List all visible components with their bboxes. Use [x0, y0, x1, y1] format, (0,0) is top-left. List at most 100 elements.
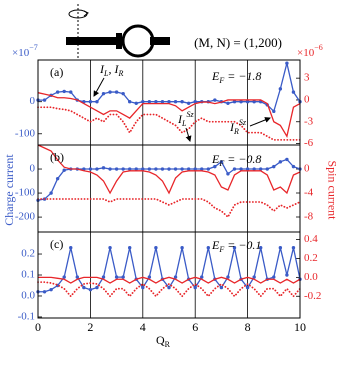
y2-tick-label: 0 — [304, 93, 310, 105]
marker — [167, 167, 171, 171]
annotation-part: F — [218, 159, 224, 168]
x-tick-label: 8 — [245, 320, 251, 334]
charge-axis-label: Charge current — [2, 154, 16, 226]
marker — [232, 99, 237, 104]
annotation: EF = −1.8 — [211, 69, 261, 86]
marker — [69, 90, 73, 94]
marker — [88, 99, 93, 104]
y-tick-label: 0 — [30, 95, 36, 107]
y2-tick-label: -3 — [304, 115, 314, 127]
marker — [272, 275, 276, 279]
marker — [193, 285, 197, 290]
marker — [75, 275, 80, 279]
marker — [226, 172, 230, 176]
y2-tick-label: 0.0 — [304, 271, 318, 283]
charge-scale-exp: −7 — [29, 43, 38, 52]
marker — [62, 89, 66, 94]
x-label-sub: R — [165, 340, 171, 349]
annotation: IL, IR — [99, 62, 123, 79]
panel-label: (a) — [50, 65, 63, 79]
marker — [49, 191, 53, 195]
marker — [160, 167, 165, 171]
marker — [88, 287, 93, 292]
annotation-part: , I — [108, 62, 119, 76]
annotation: EF = −0.1 — [211, 238, 261, 255]
marker — [154, 99, 158, 104]
marker — [252, 99, 256, 104]
marker — [278, 160, 283, 164]
annotation-part: = −0.8 — [224, 152, 261, 166]
marker — [101, 275, 106, 279]
marker — [265, 167, 269, 171]
line — [38, 276, 301, 284]
marker — [147, 275, 152, 279]
spin-scale: ×10−6 — [297, 43, 323, 58]
marker — [154, 167, 158, 171]
y2-tick-label: 3 — [304, 72, 310, 84]
marker — [147, 99, 152, 104]
marker — [82, 167, 86, 171]
marker — [114, 167, 119, 171]
marker — [186, 101, 191, 106]
device-icon — [66, 4, 170, 58]
spin-scale-exp: −6 — [314, 43, 323, 52]
marker — [173, 167, 178, 171]
marker — [206, 167, 210, 171]
marker — [219, 285, 224, 290]
y-tick-label: -200 — [15, 211, 36, 223]
marker — [285, 157, 289, 162]
marker — [180, 167, 184, 171]
marker — [200, 275, 204, 279]
marker — [108, 90, 112, 94]
marker — [121, 167, 125, 171]
y2-tick-label: -8 — [304, 211, 314, 223]
marker — [278, 246, 283, 250]
marker — [252, 167, 256, 171]
marker — [226, 101, 230, 106]
marker — [121, 275, 125, 279]
marker — [232, 167, 237, 171]
annotation-part: L — [103, 69, 109, 78]
annotation-part: R — [117, 69, 123, 78]
marker — [239, 99, 243, 104]
annotation-arrow — [185, 127, 192, 142]
y-tick-label: 0.0 — [21, 290, 35, 302]
panel-label: (c) — [50, 237, 63, 251]
marker — [186, 167, 191, 171]
marker — [193, 99, 197, 104]
marker — [95, 167, 99, 171]
marker — [49, 287, 53, 292]
annotation-part: E — [211, 238, 220, 252]
marker — [200, 167, 204, 171]
marker — [108, 167, 112, 171]
x-axis-label: QR — [156, 333, 171, 350]
x-tick-label: 6 — [192, 320, 198, 334]
marker — [272, 109, 276, 114]
marker — [239, 167, 243, 171]
marker — [128, 99, 132, 104]
marker — [245, 167, 250, 171]
marker — [62, 275, 66, 279]
marker — [62, 168, 66, 172]
annotation: EF = −0.8 — [211, 152, 261, 169]
marker — [160, 99, 165, 104]
marker — [245, 285, 250, 290]
spin-scale-base: ×10 — [297, 47, 315, 59]
y2-tick-label: -4 — [304, 187, 314, 199]
y-tick-label: -0.1 — [18, 310, 35, 322]
marker — [226, 275, 230, 279]
panel: 0 2 4 6 8 10 0.2 0.1 0.0 -0.1 0.4 0.2 0.0 -0.2 (c) EF =… — [18, 231, 321, 334]
marker — [42, 290, 47, 294]
marker — [114, 275, 119, 279]
marker — [108, 246, 112, 250]
marker — [291, 164, 296, 169]
x-label-base: Q — [156, 333, 165, 347]
marker — [128, 167, 132, 171]
marker — [206, 246, 210, 250]
marker — [114, 90, 119, 94]
annotation-part: Sz — [186, 110, 194, 119]
marker — [42, 98, 47, 102]
marker — [272, 164, 276, 169]
